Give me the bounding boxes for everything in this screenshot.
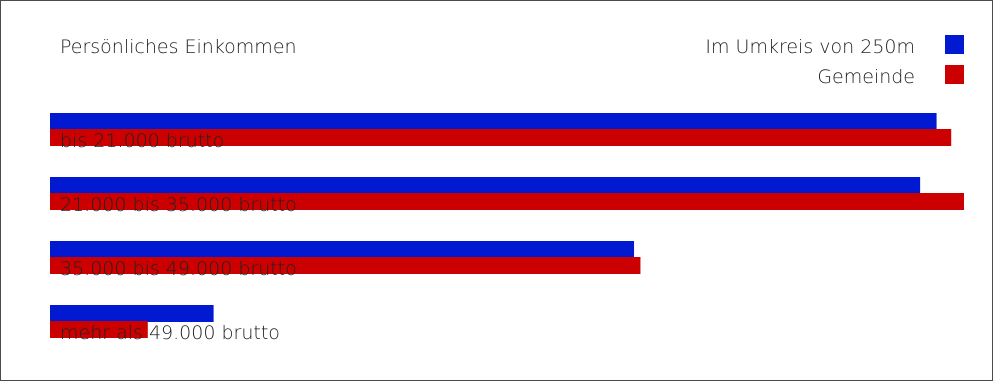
bar-umkreis [50, 113, 937, 130]
bar-group: mehr als 49.000 brutto [50, 305, 280, 344]
bar-umkreis [50, 305, 214, 322]
bar-group: bis 21.000 brutto [50, 113, 952, 152]
legend-swatch [945, 35, 964, 54]
bar-umkreis [50, 177, 921, 194]
legend-label: Gemeinde [817, 66, 915, 88]
category-label: mehr als 49.000 brutto [60, 322, 280, 344]
bar-gemeinde [50, 321, 148, 338]
category-label: bis 21.000 brutto [60, 130, 224, 152]
category-label: 21.000 bis 35.000 brutto [60, 194, 297, 216]
bar-groups: bis 21.000 brutto 21.000 bis 35.000 brutt… [50, 113, 964, 344]
legend: Im Umkreis von 250m Gemeinde [705, 35, 964, 88]
legend-swatch [945, 65, 964, 84]
category-label: 35.000 bis 49.000 brutto [60, 258, 297, 280]
bar-umkreis [50, 241, 635, 258]
chart-title: Persönliches Einkommen [60, 36, 297, 58]
bar-group: 35.000 bis 49.000 brutto [50, 241, 641, 280]
bar-gemeinde [50, 129, 952, 146]
bar-group: 21.000 bis 35.000 brutto [50, 177, 964, 216]
bar-gemeinde [50, 257, 641, 274]
bar-gemeinde [50, 193, 964, 210]
legend-label: Im Umkreis von 250m [705, 36, 915, 58]
